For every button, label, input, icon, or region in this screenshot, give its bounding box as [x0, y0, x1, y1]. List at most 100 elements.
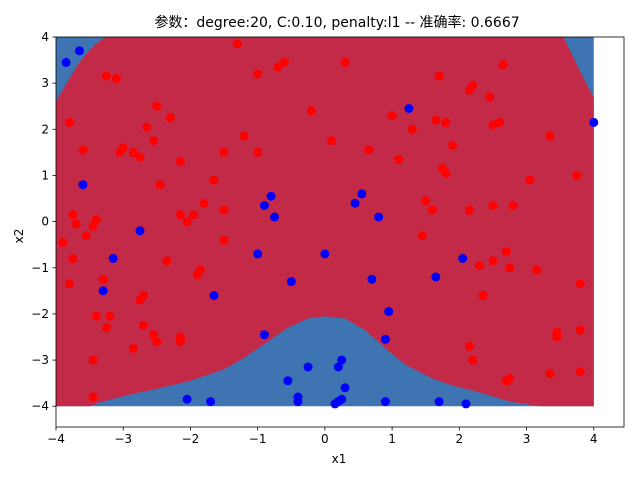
red-point [165, 113, 175, 123]
red-point [152, 101, 162, 111]
red-point [101, 71, 111, 81]
x-axis-label: x1 [332, 452, 347, 466]
red-point [545, 369, 555, 379]
blue-point [374, 212, 384, 222]
red-point [575, 325, 585, 335]
blue-point [135, 226, 145, 236]
red-point [91, 311, 101, 321]
x-tick-label: −1 [249, 432, 267, 446]
blue-point [108, 254, 118, 263]
red-point [112, 74, 121, 83]
red-point [209, 175, 219, 185]
blue-point [350, 198, 360, 208]
blue-point [266, 191, 276, 201]
blue-point [380, 334, 390, 344]
red-point [192, 270, 202, 280]
red-point [478, 291, 488, 300]
red-point [394, 154, 404, 164]
red-point [280, 57, 289, 67]
red-point [572, 171, 582, 180]
blue-point [270, 212, 279, 222]
red-point [498, 60, 508, 70]
red-point [468, 81, 478, 90]
blue-point [589, 117, 599, 127]
red-point [88, 221, 98, 231]
y-tick-label: 0 [41, 215, 49, 229]
blue-point [303, 362, 313, 372]
red-point [501, 247, 511, 257]
blue-point [333, 362, 343, 372]
y-tick-label: −3 [31, 353, 49, 367]
chart-title: 参数：degree:20, C:0.10, penalty:l1 -- 准确率:… [154, 14, 519, 31]
red-point [387, 111, 397, 120]
red-point [525, 175, 535, 185]
red-point [98, 274, 108, 284]
blue-point [75, 46, 84, 56]
x-tick-label: 3 [523, 432, 531, 446]
red-point [253, 69, 263, 79]
red-point [239, 131, 249, 141]
red-point [340, 57, 350, 67]
x-tick-label: 2 [455, 432, 463, 446]
blue-point [259, 201, 269, 210]
red-point [105, 311, 115, 321]
red-point [505, 374, 515, 383]
red-point [64, 279, 74, 289]
red-point [135, 152, 145, 162]
x-tick-label: −4 [47, 432, 65, 446]
red-point [219, 235, 229, 245]
red-point [575, 279, 585, 289]
red-point [118, 143, 128, 153]
red-point [464, 341, 474, 351]
red-point [138, 321, 148, 330]
red-point [545, 131, 555, 141]
red-point [64, 117, 74, 127]
x-tick-label: −2 [182, 432, 200, 446]
red-point [71, 219, 81, 229]
blue-point [431, 272, 441, 282]
red-point [128, 344, 138, 353]
y-tick-label: 1 [41, 168, 49, 182]
x-tick-label: 4 [590, 432, 598, 446]
blue-point [286, 277, 296, 287]
red-point [364, 145, 374, 155]
blue-point [253, 249, 263, 259]
red-point [441, 117, 451, 127]
y-tick-label: −1 [31, 261, 49, 275]
blue-point [461, 399, 471, 409]
red-point [575, 367, 585, 377]
red-point [505, 263, 515, 273]
red-point [407, 124, 417, 134]
axes: −4 −4 −3 −3 −2 −2 −1 −1 0 0 1 1 2 2 3 3 4 4 [31, 30, 625, 446]
y-tick-label: 4 [41, 30, 49, 44]
red-point [552, 327, 562, 337]
blue-point [434, 397, 444, 407]
x-tick-label: 0 [321, 432, 329, 446]
blue-point [259, 330, 269, 340]
red-point [427, 205, 437, 215]
blue-point [61, 57, 71, 67]
red-point [128, 147, 138, 157]
red-point [182, 217, 192, 227]
red-point [142, 122, 152, 132]
axes-frame [55, 36, 625, 428]
red-point [135, 295, 145, 305]
red-point [488, 256, 498, 266]
red-point [421, 196, 431, 206]
blue-point [320, 249, 330, 259]
x-tick-label: 1 [388, 432, 396, 446]
red-point [175, 157, 185, 167]
x-tick-label: −3 [114, 432, 132, 446]
blue-point [293, 397, 303, 407]
red-region [56, 37, 594, 407]
red-point [219, 205, 229, 215]
blue-point [98, 286, 108, 296]
blue-point [367, 274, 377, 284]
blue-point [337, 394, 347, 404]
red-point [233, 39, 242, 49]
red-point [441, 168, 451, 178]
red-point [175, 210, 185, 220]
red-point [149, 330, 158, 340]
red-point [273, 62, 283, 72]
